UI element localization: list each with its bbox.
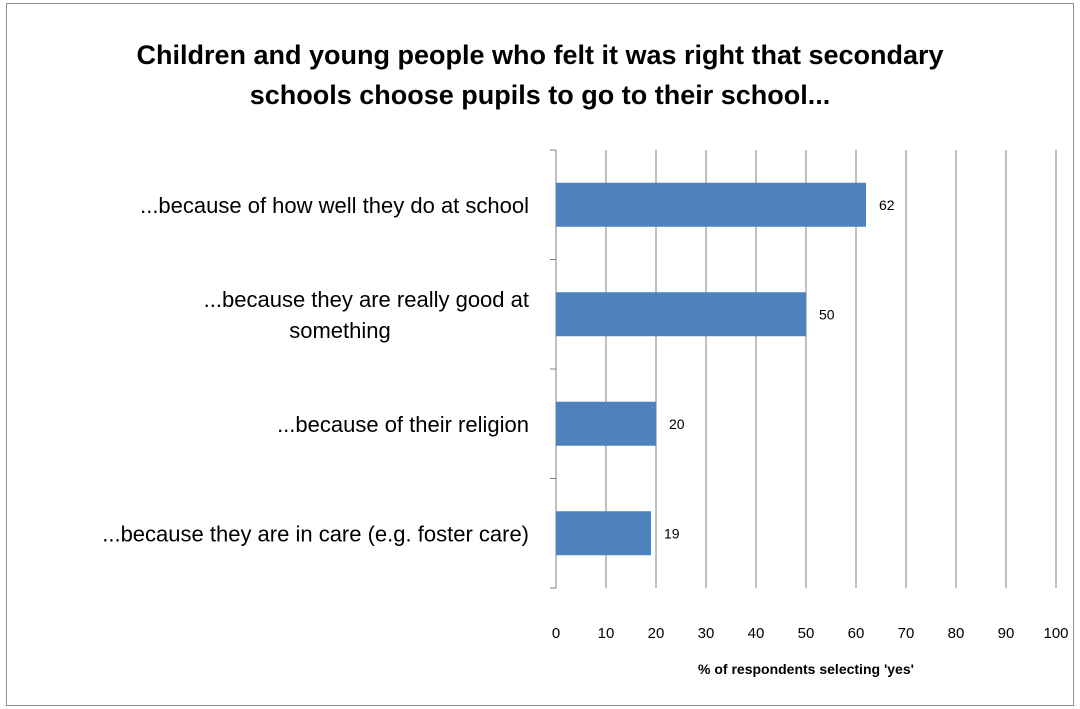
x-tick-label: 70 [898, 625, 915, 642]
data-label: 20 [669, 416, 685, 432]
x-tick-label: 100 [1043, 625, 1068, 642]
bar [556, 401, 656, 446]
bar [556, 182, 866, 227]
x-tick-label: 60 [848, 625, 865, 642]
data-label: 50 [819, 306, 835, 322]
chart-frame [6, 3, 1074, 706]
category-label: ...because of their religion [277, 412, 529, 437]
x-tick-label: 40 [748, 625, 765, 642]
data-labels: 62 50 20 19 [664, 197, 895, 542]
category-label: ...because they are in care (e.g. foster… [102, 521, 529, 546]
category-label: something [289, 318, 391, 343]
x-tick-label: 90 [998, 625, 1015, 642]
x-tick-label: 0 [552, 625, 560, 642]
x-tick-label: 20 [648, 625, 665, 642]
x-tick-labels: 0 10 20 30 40 50 60 70 80 90 100 [552, 625, 1069, 642]
chart-title: Children and young people who felt it wa… [136, 40, 943, 110]
x-tick-label: 10 [598, 625, 615, 642]
chart-title-line: Children and young people who felt it wa… [136, 40, 943, 70]
chart-title-line: schools choose pupils to go to their sch… [250, 80, 831, 110]
bars [556, 182, 866, 556]
bar [556, 292, 806, 337]
category-label: ...because they are really good at [204, 287, 529, 312]
x-tick-label: 50 [798, 625, 815, 642]
x-axis-label: % of respondents selecting 'yes' [698, 661, 914, 677]
data-label: 19 [664, 525, 680, 541]
category-axis [550, 149, 557, 589]
category-label: ...because of how well they do at school [140, 193, 529, 218]
x-tick-label: 30 [698, 625, 715, 642]
data-label: 62 [879, 197, 895, 213]
x-tick-label: 80 [948, 625, 965, 642]
category-labels: ...because of how well they do at school… [102, 193, 529, 547]
bar [556, 511, 651, 556]
